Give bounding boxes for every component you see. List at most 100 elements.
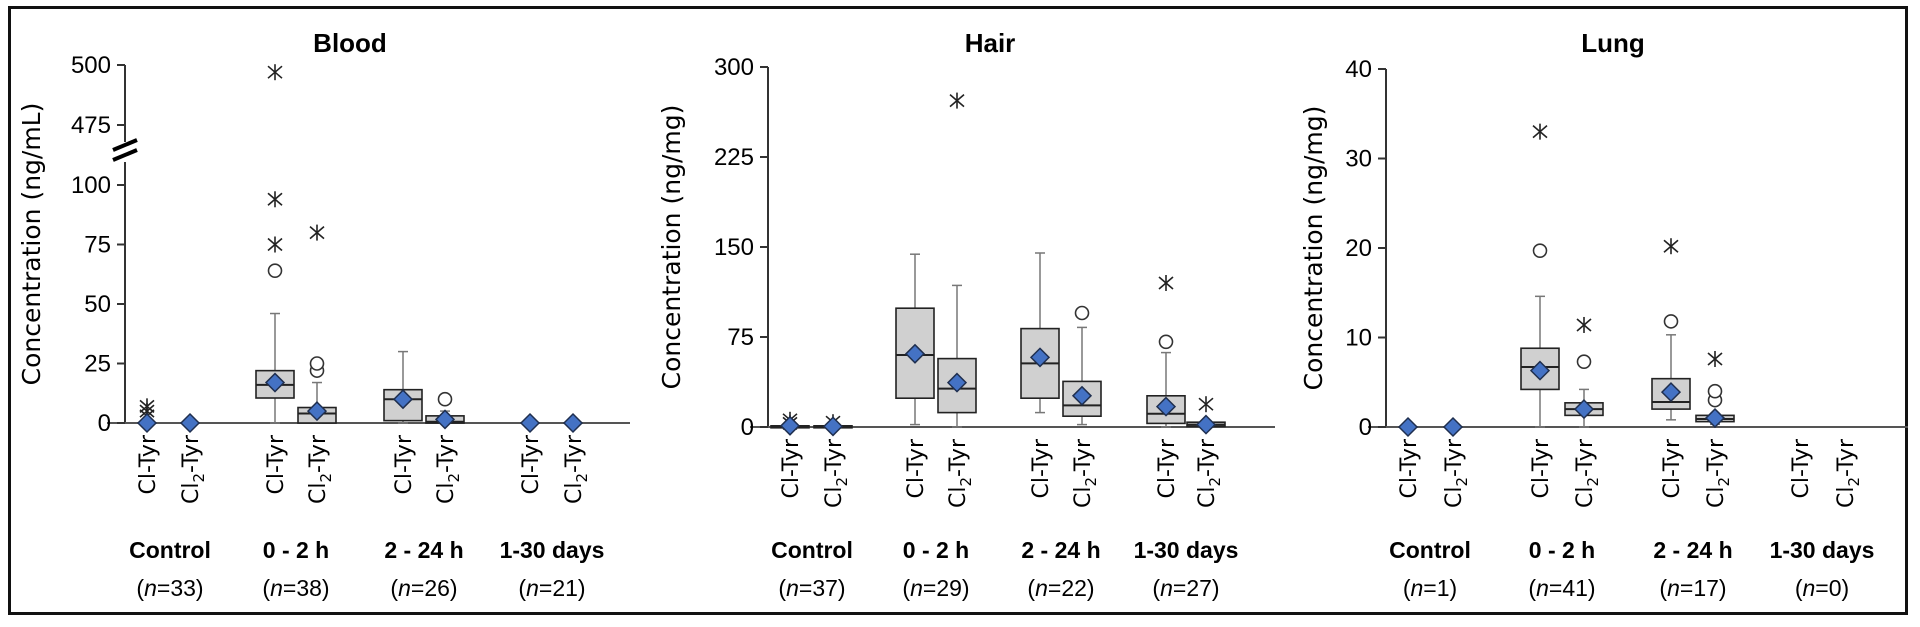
category-label-part: Cl [1704,487,1729,508]
group-label: 2 - 24 h [1653,537,1732,563]
n-value: =37) [799,575,846,601]
group-n-label: (n=27) [1152,575,1219,601]
asterisk-stroke [267,192,283,206]
category-label: Cl2-Tyr [1834,438,1863,508]
extreme-asterisk [267,64,283,81]
box-2-24-h-cl2-tyr [1062,305,1102,426]
mean-diamond [822,416,844,437]
category-label: Cl-Tyr [1660,438,1685,498]
group-label: 1-30 days [500,537,605,563]
mean-diamond [1529,360,1551,381]
group-label: Control [771,537,853,563]
n-value: =21) [539,575,586,601]
y-tick-label: 20 [1345,235,1372,262]
n-paren: ( [1659,575,1667,601]
n-paren: ( [1795,575,1803,601]
mean-diamond [306,401,328,422]
group-n-label: (n=26) [390,575,457,601]
category-label-part: Cl [1573,487,1598,508]
category-label-subscript: 2 [1082,477,1100,487]
category-label-part: Cl [822,487,847,508]
n-value: =38) [283,575,330,601]
category-label-part: -Tyr [1442,438,1467,477]
category-label-subscript: 2 [1453,477,1471,487]
category-label-part: -Tyr [434,434,459,473]
asterisk-stroke [1663,239,1679,253]
extreme-asterisk [949,92,965,109]
group-n-label: (n=17) [1659,575,1726,601]
n-value: =22) [1048,575,1095,601]
category-label: Cl2-Tyr [1071,438,1100,508]
group-n-label: (n=38) [262,575,329,601]
category-label: Cl-Tyr [1789,438,1814,498]
category-label-part: Cl [1442,487,1467,508]
panel-title: Lung [1581,28,1645,58]
mean-diamond [1397,416,1419,438]
mean-diamond [434,409,456,430]
category-label-part: -Tyr [946,438,971,477]
category-label-part: -Tyr [1195,438,1220,477]
y-axis-label: Concentration (ng/mg) [1299,106,1328,391]
category-label-part: Cl [946,487,971,508]
mean-diamond [392,389,414,410]
group-label: 2 - 24 h [1021,537,1100,563]
mean-diamond [1573,399,1595,420]
category-label-subscript: 2 [445,473,463,483]
n-symbol: n [1536,575,1549,601]
n-value: =33) [157,575,204,601]
y-tick-label: 300 [714,54,754,81]
y-tick-label: 25 [84,351,111,378]
box-1-30-days-cl2-tyr [1186,396,1226,435]
category-label: Cl2-Tyr [946,438,975,508]
category-label-subscript: 2 [317,473,335,483]
category-label: Cl2-Tyr [434,434,463,504]
category-label-subscript: 2 [1584,477,1602,487]
n-symbol: n [1667,575,1680,601]
outlier-circle [1663,314,1679,329]
category-label: Cl-Tyr [519,434,544,494]
n-paren: ( [136,575,144,601]
outlier-circle [437,391,453,407]
category-label-part: Cl [306,483,331,504]
category-label-part: Cl [1195,487,1220,508]
group-n-label: (n=29) [902,575,969,601]
n-symbol: n [1035,575,1048,601]
n-paren: ( [1528,575,1536,601]
category-label-subscript: 2 [573,473,591,483]
y-tick-label: 150 [714,234,754,261]
category-label: Cl2-Tyr [822,438,851,508]
group-label: Control [129,537,211,563]
mean-diamond [1029,347,1051,368]
group-label: Control [1389,537,1471,563]
mean-diamond [179,412,201,434]
mean-diamond [136,412,158,434]
asterisk-stroke [309,225,325,240]
box-control-cl2-tyr [1442,416,1464,438]
category-label: Cl-Tyr [1397,438,1422,498]
asterisk-stroke [267,65,283,79]
mean-diamond [1704,407,1726,429]
group-label: 0 - 2 h [1529,537,1595,563]
asterisk-stroke [949,93,965,108]
box-0-2-h-cl-tyr [895,253,935,426]
category-label-subscript: 2 [190,473,208,483]
box-control-cl-tyr [1397,416,1419,438]
category-label-part: -Tyr [306,434,331,473]
group-n-label: (n=0) [1795,575,1849,601]
box-1-30-days-cl-tyr [519,412,541,434]
extreme-asterisk [1576,316,1592,333]
outlier-circle [267,263,283,278]
box-1-30-days-cl2-tyr [562,412,584,434]
y-tick-label: 0 [741,414,754,441]
category-label-part: Cl [562,483,587,504]
group-label: 0 - 2 h [903,537,969,563]
group-n-label: (n=1) [1403,575,1457,601]
y-tick-label: 30 [1345,146,1372,173]
group-label: 0 - 2 h [263,537,329,563]
mean-diamond [904,343,926,364]
y-tick-label: 0 [1359,414,1372,441]
category-label-part: -Tyr [1573,438,1598,477]
n-symbol: n [786,575,799,601]
